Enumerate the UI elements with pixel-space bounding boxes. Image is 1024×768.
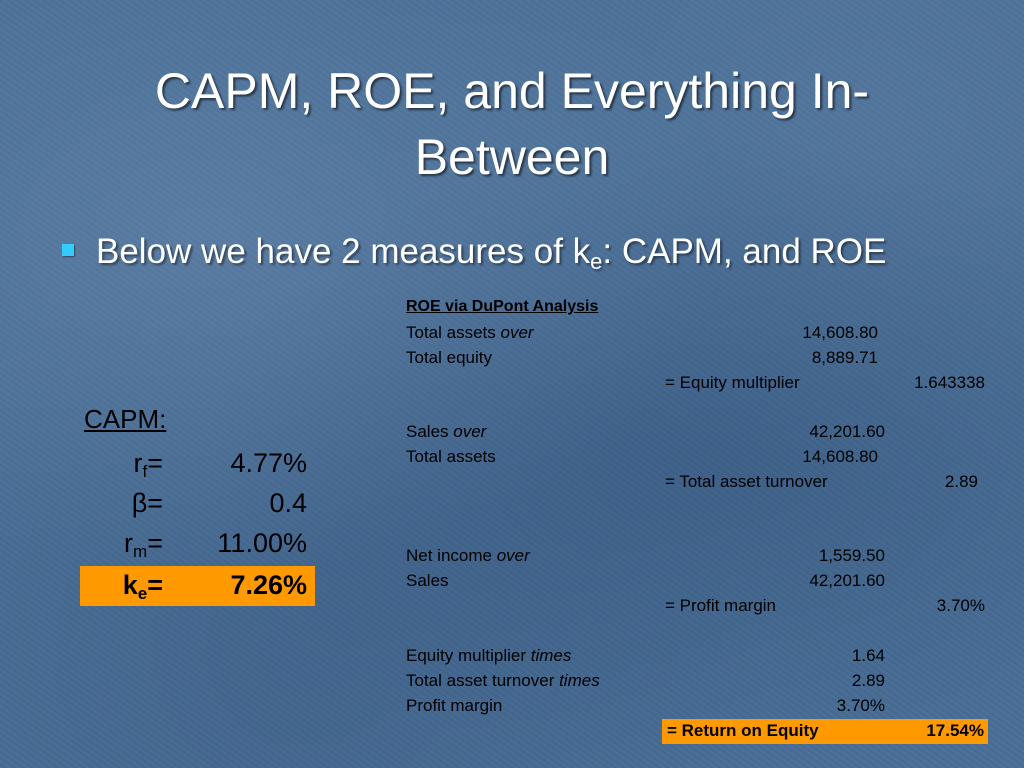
roe-value: 42,201.60 xyxy=(809,422,885,441)
roe-value: 42,201.60 xyxy=(809,571,885,590)
capm-row-value: 11.00% xyxy=(217,528,307,558)
roe-result-label: = Total asset turnover xyxy=(665,472,828,491)
square-bullet-icon xyxy=(62,243,74,256)
bullet-item: Below we have 2 measures of ke: CAPM, an… xyxy=(62,232,886,275)
roe-text: Total assets over xyxy=(406,323,534,342)
capm-heading: CAPM: xyxy=(84,404,167,434)
roe-result-value: 2.89 xyxy=(944,472,978,491)
slide-title-line2: Between xyxy=(414,129,610,185)
roe-result-value: 3.70% xyxy=(936,596,985,615)
roe-final-label: = Return on Equity xyxy=(667,721,819,740)
roe-value: 1.64 xyxy=(851,646,885,665)
capm-row-risk-free: rf= 4.77% xyxy=(80,444,315,484)
capm-row-label: ke= xyxy=(122,570,163,603)
roe-value: 8,889.71 xyxy=(811,348,878,367)
roe-value: 1,559.50 xyxy=(818,546,885,565)
roe-text: Sales xyxy=(406,571,449,590)
capm-row-label: rf= xyxy=(133,448,163,481)
roe-heading: ROE via DuPont Analysis xyxy=(406,298,599,315)
roe-text: Sales over xyxy=(406,422,487,441)
roe-value: 3.70% xyxy=(836,696,885,715)
bullet-text-subscript: e xyxy=(590,249,603,274)
roe-text: Profit margin xyxy=(406,696,503,715)
slide-title: CAPM, ROE, and Everything In- Between xyxy=(60,58,964,190)
roe-value: 2.89 xyxy=(851,671,885,690)
roe-result-highlight: = Return on Equity 17.54% xyxy=(662,719,988,744)
roe-text: Total assets xyxy=(406,447,496,466)
bullet-text-suffix: : CAPM, and ROE xyxy=(602,232,887,271)
roe-value: 14,608.80 xyxy=(802,447,878,466)
roe-text: Net income over xyxy=(406,546,530,565)
roe-result-value: 1.643338 xyxy=(914,373,985,392)
roe-result-label: = Profit margin xyxy=(665,596,777,615)
roe-text: Total equity xyxy=(406,348,492,367)
capm-row-value: 0.4 xyxy=(269,488,307,518)
roe-text: Total asset turnover times xyxy=(406,671,600,690)
capm-row-label: β= xyxy=(131,488,163,518)
slide-title-line1: CAPM, ROE, and Everything In- xyxy=(154,63,870,119)
capm-row-value: 7.26% xyxy=(230,570,307,600)
capm-row-cost-of-equity: ke= 7.26% xyxy=(80,566,315,606)
capm-row-beta: β= 0.4 xyxy=(80,484,315,524)
roe-value: 14,608.80 xyxy=(802,323,878,342)
capm-row-value: 4.77% xyxy=(230,448,307,478)
bullet-text-prefix: Below we have 2 measures of k xyxy=(96,232,591,271)
capm-row-market-return: rm= 11.00% xyxy=(80,524,315,564)
roe-result-label: = Equity multiplier xyxy=(665,373,800,392)
roe-final-value: 17.54% xyxy=(926,721,984,740)
capm-row-label: rm= xyxy=(124,528,163,561)
roe-text: Equity multiplier times xyxy=(406,646,572,665)
